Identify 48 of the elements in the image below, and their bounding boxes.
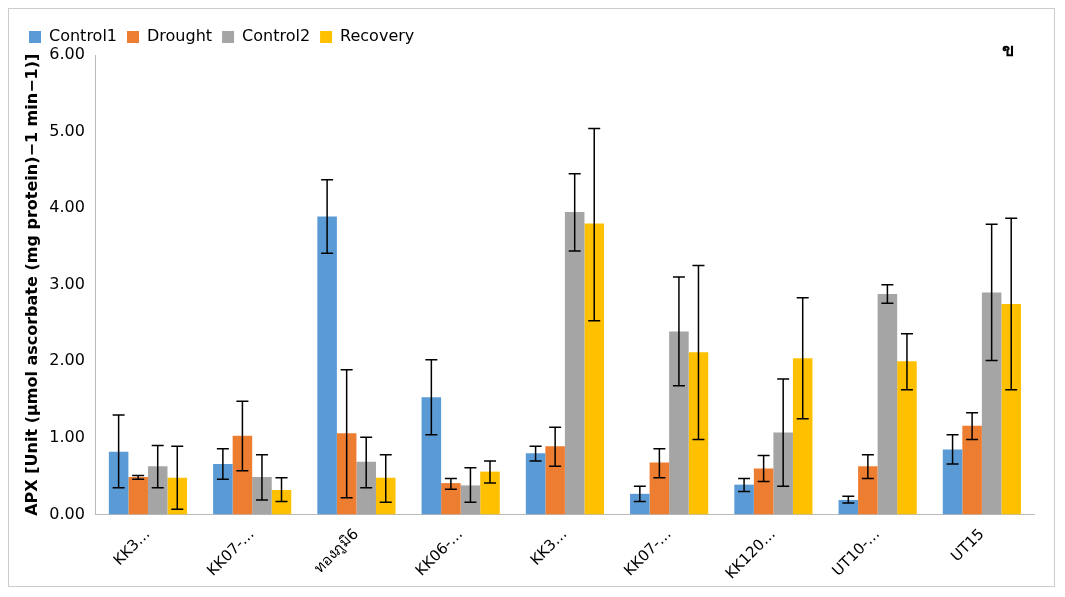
bar <box>545 446 565 515</box>
bar <box>480 471 500 515</box>
bar <box>584 223 604 515</box>
y-tick-label: 6.00 <box>49 44 85 64</box>
bar <box>421 397 442 515</box>
bar <box>792 358 813 515</box>
bar <box>630 493 650 515</box>
bar <box>649 462 670 515</box>
y-tick-label: 2.00 <box>49 350 85 370</box>
bar <box>858 466 878 515</box>
bar <box>167 477 188 515</box>
bar <box>1001 303 1021 515</box>
bar <box>128 476 148 515</box>
bar <box>525 453 546 515</box>
bar <box>753 468 774 515</box>
bar <box>108 451 129 515</box>
bar <box>213 463 233 515</box>
bar <box>962 425 982 515</box>
bar <box>441 483 461 515</box>
bar <box>734 484 754 515</box>
bar <box>773 432 793 515</box>
legend-label: Control1 <box>49 26 118 46</box>
bar <box>897 361 917 515</box>
y-axis-title: APX [Unit (µmol ascorbate (mg protein)−1 min−1)] <box>21 53 41 516</box>
y-tick-label: 3.00 <box>49 273 85 293</box>
bar <box>564 212 585 515</box>
y-tick-label: 4.00 <box>49 197 85 217</box>
bar <box>669 331 689 515</box>
annotation: ข <box>1002 38 1014 60</box>
bar <box>356 461 376 515</box>
bar <box>317 216 337 515</box>
bar <box>375 477 396 515</box>
bar <box>460 485 481 515</box>
bar <box>271 490 292 515</box>
legend-label: Control2 <box>242 26 311 46</box>
bar <box>877 293 898 515</box>
bar <box>688 352 709 515</box>
y-tick-label: 0.00 <box>49 503 85 523</box>
y-tick-label: 5.00 <box>49 120 85 140</box>
bar <box>252 476 272 515</box>
bar <box>232 435 253 515</box>
legend-label: Drought <box>147 26 213 46</box>
bar <box>147 466 168 515</box>
bar <box>336 433 357 515</box>
y-tick-label: 1.00 <box>49 427 85 447</box>
bar <box>942 449 963 515</box>
bar <box>981 292 1002 515</box>
legend-label: Recovery <box>340 26 415 46</box>
